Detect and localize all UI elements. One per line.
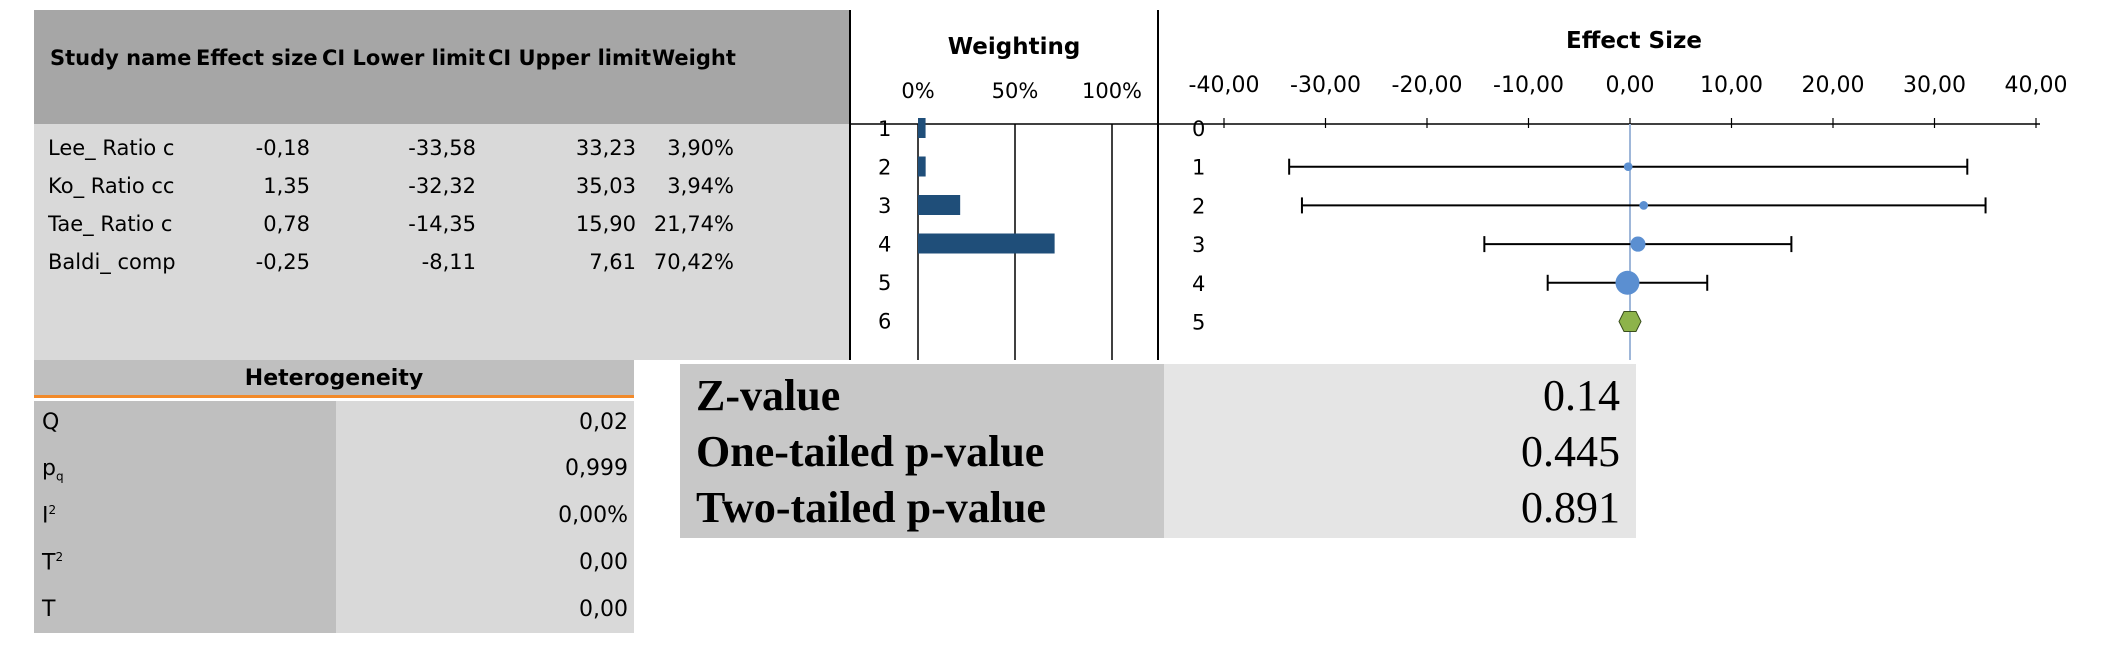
effect-tick-label: 0,00 bbox=[1606, 73, 1655, 98]
col-header-study-name: Study name bbox=[50, 46, 192, 70]
study-name: Tae_ Ratio c bbox=[48, 212, 173, 236]
heterogeneity-value: 0,00% bbox=[558, 503, 628, 528]
effect-tick-label: 40,00 bbox=[2005, 73, 2068, 98]
study-name: Ko_ Ratio cc bbox=[48, 174, 175, 198]
effect-point bbox=[1623, 162, 1633, 172]
heterogeneity-value: 0,02 bbox=[579, 410, 628, 435]
effect-tick-label: -10,00 bbox=[1493, 73, 1564, 98]
effect-point bbox=[1615, 270, 1640, 295]
study-upper: 33,23 bbox=[575, 136, 636, 160]
weighting-row-label: 5 bbox=[878, 271, 891, 295]
study-effect: 1,35 bbox=[263, 174, 310, 198]
weighting-bar bbox=[918, 118, 926, 138]
study-lower: -14,35 bbox=[408, 212, 476, 236]
z-value-label: Z-value bbox=[696, 371, 841, 420]
weighting-tick-label: 0% bbox=[901, 79, 934, 103]
weighting-row-label: 4 bbox=[878, 233, 891, 257]
heterogeneity-labels-column bbox=[34, 401, 336, 633]
weighting-row-label: 6 bbox=[878, 310, 891, 334]
col-header-ci-upper: CI Upper limit bbox=[488, 46, 652, 70]
col-header-effect-size: Effect size bbox=[196, 46, 318, 70]
two-tailed-p-value: 0.891 bbox=[1521, 483, 1620, 532]
heterogeneity-value: 0,00 bbox=[579, 550, 628, 575]
one-tailed-p-label: One-tailed p-value bbox=[696, 427, 1045, 476]
z-value: 0.14 bbox=[1543, 371, 1620, 420]
effect-point bbox=[1630, 236, 1646, 252]
col-header-ci-lower: CI Lower limit bbox=[322, 46, 486, 70]
col-header-weight: Weight bbox=[652, 46, 736, 70]
weighting-row-label: 3 bbox=[878, 194, 891, 218]
effect-row-label: 4 bbox=[1192, 272, 1205, 296]
study-table-body bbox=[34, 124, 850, 360]
heterogeneity-label: pq bbox=[42, 456, 64, 484]
weighting-row-label: 1 bbox=[878, 117, 891, 141]
heterogeneity-value: 0,00 bbox=[579, 597, 628, 622]
effect-row-label: 5 bbox=[1192, 311, 1205, 335]
weighting-tick-label: 100% bbox=[1082, 79, 1142, 103]
study-name: Lee_ Ratio c bbox=[48, 136, 175, 160]
study-table-header bbox=[34, 10, 850, 124]
effect-tick-label: -30,00 bbox=[1290, 73, 1361, 98]
z-table-labels-column bbox=[680, 364, 1164, 538]
effect-row-label: 3 bbox=[1192, 233, 1205, 257]
effect-tick-label: -40,00 bbox=[1189, 73, 1260, 98]
heterogeneity-value: 0,999 bbox=[565, 456, 628, 481]
study-weight: 3,94% bbox=[667, 174, 734, 198]
z-table-values-column bbox=[1164, 364, 1636, 538]
heterogeneity-values-column bbox=[336, 401, 634, 633]
effect-row-label: 2 bbox=[1192, 194, 1205, 218]
study-name: Baldi_ comp bbox=[48, 250, 176, 274]
effect-row-label: 1 bbox=[1192, 156, 1205, 180]
effect-tick-label: 20,00 bbox=[1802, 73, 1865, 98]
weighting-bar bbox=[918, 233, 1055, 254]
effect-point bbox=[1639, 201, 1649, 210]
heterogeneity-title: Heterogeneity bbox=[34, 360, 634, 398]
study-effect: -0,18 bbox=[255, 136, 310, 160]
study-weight: 70,42% bbox=[653, 250, 734, 274]
study-lower: -33,58 bbox=[408, 136, 476, 160]
effect-tick-label: 30,00 bbox=[1903, 73, 1966, 98]
effect-size-title: Effect Size bbox=[1566, 28, 1702, 54]
study-effect: 0,78 bbox=[263, 212, 310, 236]
heterogeneity-label: T bbox=[42, 597, 56, 622]
weighting-bar bbox=[918, 156, 926, 177]
summary-effect-marker bbox=[1618, 311, 1642, 332]
study-upper: 7,61 bbox=[589, 250, 636, 274]
study-weight: 3,90% bbox=[667, 136, 734, 160]
study-weight: 21,74% bbox=[653, 212, 734, 236]
effect-tick-label: -20,00 bbox=[1392, 73, 1463, 98]
heterogeneity-label: I2 bbox=[42, 503, 57, 529]
effect-tick-label: 10,00 bbox=[1700, 73, 1763, 98]
heterogeneity-label: T2 bbox=[42, 550, 64, 576]
weighting-tick-label: 50% bbox=[992, 79, 1039, 103]
study-upper: 15,90 bbox=[575, 212, 636, 236]
two-tailed-p-label: Two-tailed p-value bbox=[696, 483, 1046, 532]
weighting-row-label: 2 bbox=[878, 156, 891, 180]
study-upper: 35,03 bbox=[575, 174, 636, 198]
weighting-title: Weighting bbox=[948, 34, 1081, 60]
study-lower: -32,32 bbox=[408, 174, 476, 198]
study-lower: -8,11 bbox=[421, 250, 476, 274]
one-tailed-p-value: 0.445 bbox=[1521, 427, 1620, 476]
effect-row-label: 0 bbox=[1192, 117, 1205, 141]
study-effect: -0,25 bbox=[255, 250, 310, 274]
heterogeneity-label: Q bbox=[42, 410, 60, 435]
weighting-bar bbox=[918, 195, 961, 215]
